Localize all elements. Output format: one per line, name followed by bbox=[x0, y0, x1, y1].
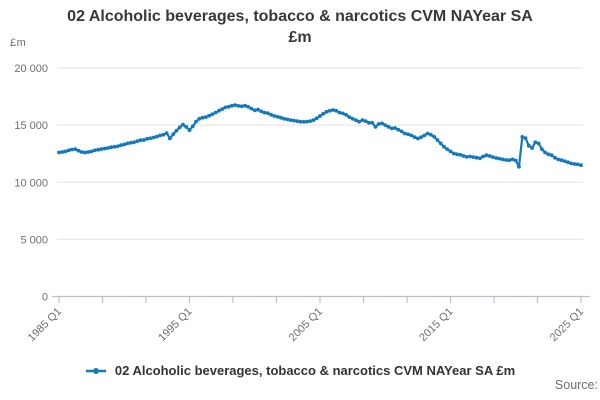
svg-text:15 000: 15 000 bbox=[14, 120, 48, 132]
svg-text:1985 Q1: 1985 Q1 bbox=[26, 306, 64, 344]
svg-text:10 000: 10 000 bbox=[14, 177, 48, 189]
svg-text:0: 0 bbox=[42, 292, 48, 304]
data-series-line[interactable] bbox=[57, 103, 583, 169]
x-axis-ticks bbox=[58, 296, 582, 303]
chart-title-line1: 02 Alcoholic beverages, tobacco & narcot… bbox=[67, 8, 533, 25]
svg-text:2005 Q1: 2005 Q1 bbox=[287, 306, 325, 344]
chart-title-line2: £m bbox=[288, 29, 312, 46]
y-axis-labels: 0 5 000 10 000 15 000 20 000 bbox=[14, 63, 48, 304]
x-axis-labels: 1985 Q1 1995 Q1 2005 Q1 2015 Q1 2025 Q1 bbox=[26, 306, 586, 344]
svg-text:5 000: 5 000 bbox=[20, 234, 48, 246]
y-axis-unit-label: £m bbox=[10, 37, 27, 49]
svg-text:1995 Q1: 1995 Q1 bbox=[156, 306, 194, 344]
svg-text:20 000: 20 000 bbox=[14, 63, 48, 75]
source-label: Source: bbox=[554, 378, 598, 392]
svg-text:2015 Q1: 2015 Q1 bbox=[417, 306, 455, 344]
y-gridlines bbox=[57, 67, 583, 240]
svg-text:2025 Q1: 2025 Q1 bbox=[548, 306, 586, 344]
legend-label: 02 Alcoholic beverages, tobacco & narcot… bbox=[114, 363, 516, 378]
legend[interactable]: 02 Alcoholic beverages, tobacco & narcot… bbox=[0, 363, 600, 378]
legend-line-marker bbox=[85, 367, 106, 374]
chart-title: 02 Alcoholic beverages, tobacco & narcot… bbox=[30, 6, 570, 48]
